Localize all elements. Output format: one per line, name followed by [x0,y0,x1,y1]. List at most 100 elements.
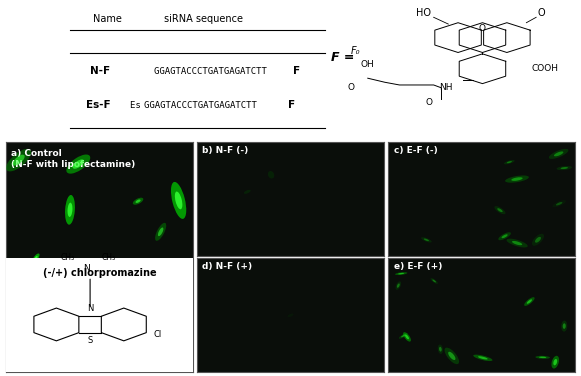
Ellipse shape [444,348,459,364]
Ellipse shape [6,149,31,171]
Ellipse shape [397,284,400,288]
Ellipse shape [403,332,411,342]
Ellipse shape [478,356,487,359]
Ellipse shape [112,323,123,328]
Ellipse shape [505,176,529,183]
Ellipse shape [31,334,52,364]
Text: N: N [83,264,89,273]
Text: CH₃: CH₃ [60,253,75,262]
Ellipse shape [432,279,436,282]
Ellipse shape [405,335,409,339]
Ellipse shape [448,352,456,360]
Ellipse shape [527,299,532,304]
Text: O: O [479,24,486,33]
Ellipse shape [535,237,541,243]
Text: F: F [293,67,300,76]
Text: O: O [537,8,545,18]
Ellipse shape [561,321,567,332]
Text: GGAGTACCCTGATGAGATCTT: GGAGTACCCTGATGAGATCTT [144,101,263,110]
Ellipse shape [133,198,144,205]
Ellipse shape [288,314,293,317]
Ellipse shape [34,256,38,261]
Text: GGAGTACCCTGATGAGATCTT: GGAGTACCCTGATGAGATCTT [154,67,272,76]
Ellipse shape [117,327,120,337]
Ellipse shape [149,291,154,305]
Text: Es-F: Es-F [86,100,110,110]
Ellipse shape [396,281,401,290]
Ellipse shape [401,334,406,337]
Text: COOH: COOH [531,64,558,73]
Ellipse shape [175,191,182,209]
Text: OH: OH [361,60,375,69]
Text: F: F [288,100,295,110]
Ellipse shape [507,239,528,247]
Ellipse shape [168,339,173,346]
Ellipse shape [150,294,153,301]
Text: CH₃: CH₃ [102,253,116,262]
Text: NH: NH [439,83,453,92]
Ellipse shape [66,155,90,174]
Ellipse shape [92,324,121,338]
Ellipse shape [37,341,46,356]
Text: d) N-F (+): d) N-F (+) [202,262,253,271]
Ellipse shape [115,322,121,342]
Text: F =: F = [331,52,354,64]
Ellipse shape [424,238,429,241]
Ellipse shape [395,272,407,275]
Ellipse shape [504,160,515,164]
Ellipse shape [70,290,91,319]
Ellipse shape [123,292,131,300]
Ellipse shape [549,149,568,159]
Ellipse shape [73,159,84,169]
Ellipse shape [524,297,535,306]
Ellipse shape [553,359,557,365]
Ellipse shape [268,171,274,179]
Ellipse shape [439,347,442,352]
Ellipse shape [554,152,564,156]
Ellipse shape [437,344,443,354]
Ellipse shape [67,203,73,217]
Ellipse shape [498,232,511,240]
Ellipse shape [532,234,544,246]
Ellipse shape [76,298,85,312]
Ellipse shape [100,328,113,335]
Text: c) E-F (-): c) E-F (-) [393,146,437,155]
Ellipse shape [553,200,566,207]
Ellipse shape [561,167,568,169]
Text: N: N [87,304,94,313]
Ellipse shape [142,315,149,324]
Text: F₀: F₀ [351,46,360,56]
Ellipse shape [507,161,512,163]
Text: O: O [347,83,354,92]
Text: Es: Es [130,101,146,110]
Ellipse shape [42,293,50,303]
Text: N-F: N-F [90,67,110,76]
Text: Name: Name [93,14,122,24]
Ellipse shape [13,155,24,165]
Ellipse shape [115,324,120,327]
Ellipse shape [155,223,166,241]
Ellipse shape [171,182,187,219]
Text: e) E-F (+): e) E-F (+) [393,262,442,271]
Ellipse shape [142,317,153,322]
Text: (-/+) chlorpromazine: (-/+) chlorpromazine [42,268,156,277]
Ellipse shape [511,177,523,181]
Ellipse shape [512,241,522,245]
Ellipse shape [398,273,404,274]
Ellipse shape [494,206,505,214]
Ellipse shape [244,190,250,194]
Ellipse shape [421,237,432,243]
Ellipse shape [137,314,158,325]
Ellipse shape [539,356,546,358]
Text: HO: HO [417,8,432,18]
Ellipse shape [399,333,408,339]
Ellipse shape [39,287,53,309]
Ellipse shape [117,288,136,305]
Ellipse shape [32,253,40,263]
Ellipse shape [474,355,493,361]
Ellipse shape [158,227,163,236]
Text: S: S [88,336,93,345]
Ellipse shape [556,202,562,205]
Ellipse shape [431,278,438,284]
Ellipse shape [557,166,572,170]
